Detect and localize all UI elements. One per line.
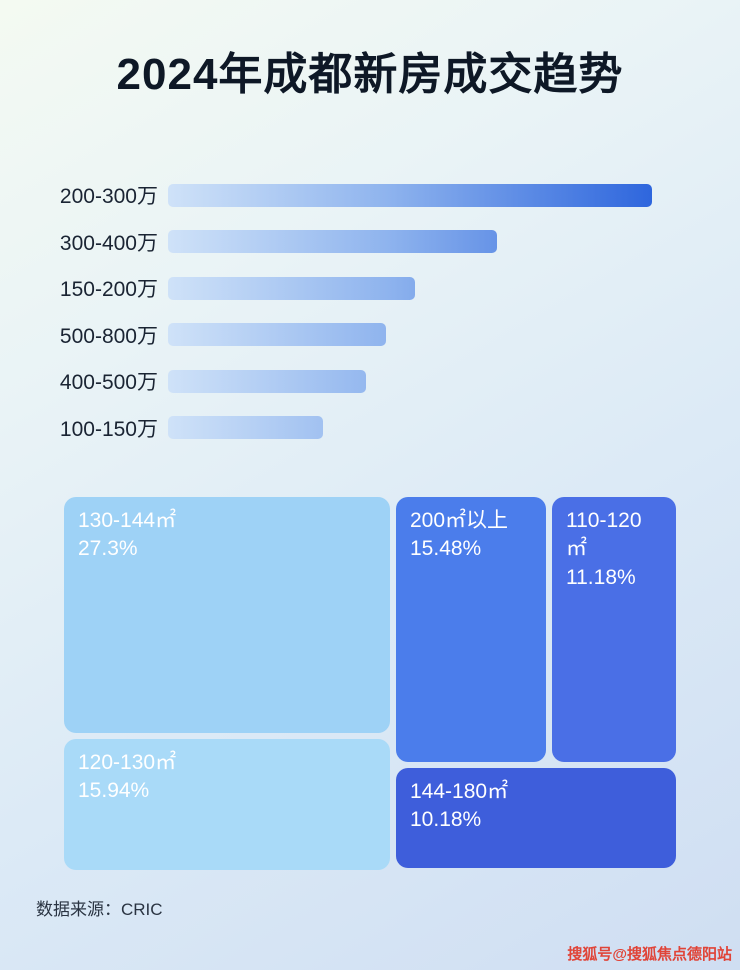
treemap-block-label: 144-180㎡ [410, 780, 509, 803]
bar-track [168, 323, 652, 347]
treemap-block-percent: 15.94% [78, 779, 150, 803]
treemap-block-label: 200㎡以上 [410, 509, 509, 532]
bar-category-label: 200-300万 [59, 185, 158, 209]
treemap-block-percent: 15.48% [410, 537, 482, 561]
bar-category-label: 150-200万 [59, 278, 158, 302]
bar-row: 100-150万 [0, 405, 740, 452]
bar-track [168, 276, 652, 300]
treemap-block-percent: 10.18% [410, 808, 482, 832]
bar [168, 183, 652, 207]
bar-row: 500-800万 [0, 312, 740, 359]
bar [168, 276, 415, 300]
treemap-block: 144-180㎡ 10.18% [396, 768, 676, 868]
treemap-block-label: 110-120㎡ [566, 509, 642, 561]
bar-track [168, 416, 652, 440]
price-range-bar-chart: 200-300万 300-400万 150-200万 500-800万 400-… [0, 172, 740, 451]
area-share-treemap: 130-144㎡ 27.3% 120-130㎡ 15.94% 200㎡以上 15… [64, 497, 676, 870]
bar-category-label: 500-800万 [59, 324, 158, 348]
watermark: 搜狐号@搜狐焦点德阳站 [567, 946, 732, 963]
bar-track [168, 230, 652, 254]
treemap-block-percent: 27.3% [78, 537, 138, 561]
bar [168, 369, 367, 393]
bar-category-label: 300-400万 [59, 231, 158, 255]
bar-row: 400-500万 [0, 358, 740, 405]
bar [168, 230, 498, 254]
treemap-block: 200㎡以上 15.48% [396, 497, 546, 762]
bar-track [168, 183, 652, 207]
treemap-block: 110-120㎡ 11.18% [552, 497, 676, 762]
treemap-block-percent: 11.18% [566, 565, 636, 589]
bar-category-label: 100-150万 [59, 417, 158, 441]
bar [168, 416, 323, 440]
data-source-note: 数据来源：CRIC [36, 900, 163, 919]
treemap-block: 120-130㎡ 15.94% [64, 739, 390, 870]
bar [168, 323, 386, 347]
bar-category-label: 400-500万 [59, 371, 158, 395]
bar-track [168, 369, 652, 393]
page-title: 2024年成都新房成交趋势 [116, 50, 624, 99]
bar-row: 150-200万 [0, 265, 740, 312]
treemap-block-label: 130-144㎡ [78, 509, 177, 532]
bar-row: 200-300万 [0, 172, 740, 219]
treemap-block-label: 120-130㎡ [78, 751, 177, 774]
treemap-block: 130-144㎡ 27.3% [64, 497, 390, 733]
bar-row: 300-400万 [0, 219, 740, 266]
